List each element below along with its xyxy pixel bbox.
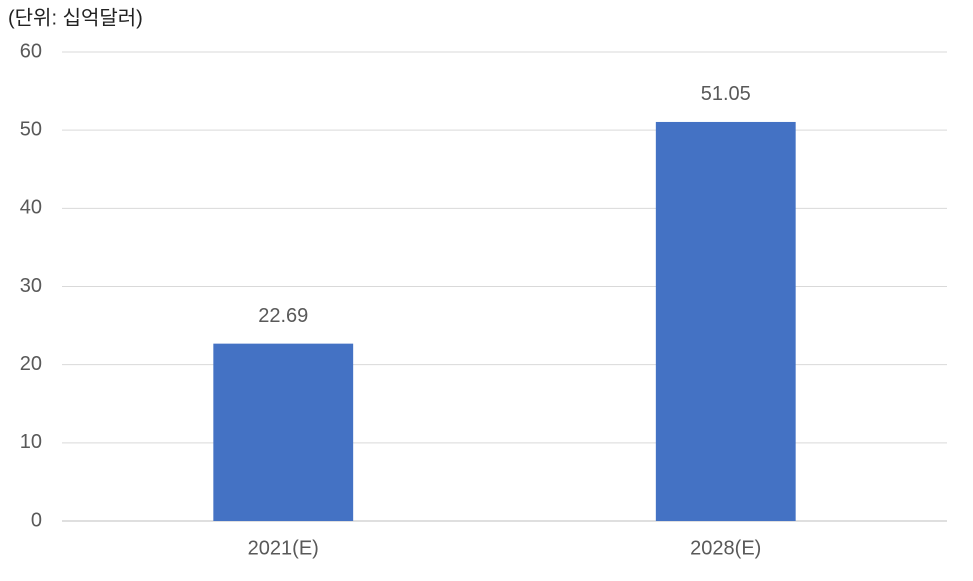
y-tick-label: 60 [20,40,42,62]
y-tick-label: 0 [31,509,42,531]
unit-label: (단위: 십억달러) [8,6,143,29]
data-label: 22.69 [258,305,308,327]
bar [655,121,796,521]
x-tick-label: 2028(E) [690,537,761,559]
data-label: 51.05 [701,83,751,105]
y-tick-label: 20 [20,353,42,375]
y-tick-label: 10 [20,431,42,453]
y-tick-label: 40 [20,197,42,219]
x-tick-label: 2021(E) [248,537,319,559]
y-tick-label: 30 [20,275,42,297]
y-tick-label: 50 [20,118,42,140]
bar [213,343,354,521]
